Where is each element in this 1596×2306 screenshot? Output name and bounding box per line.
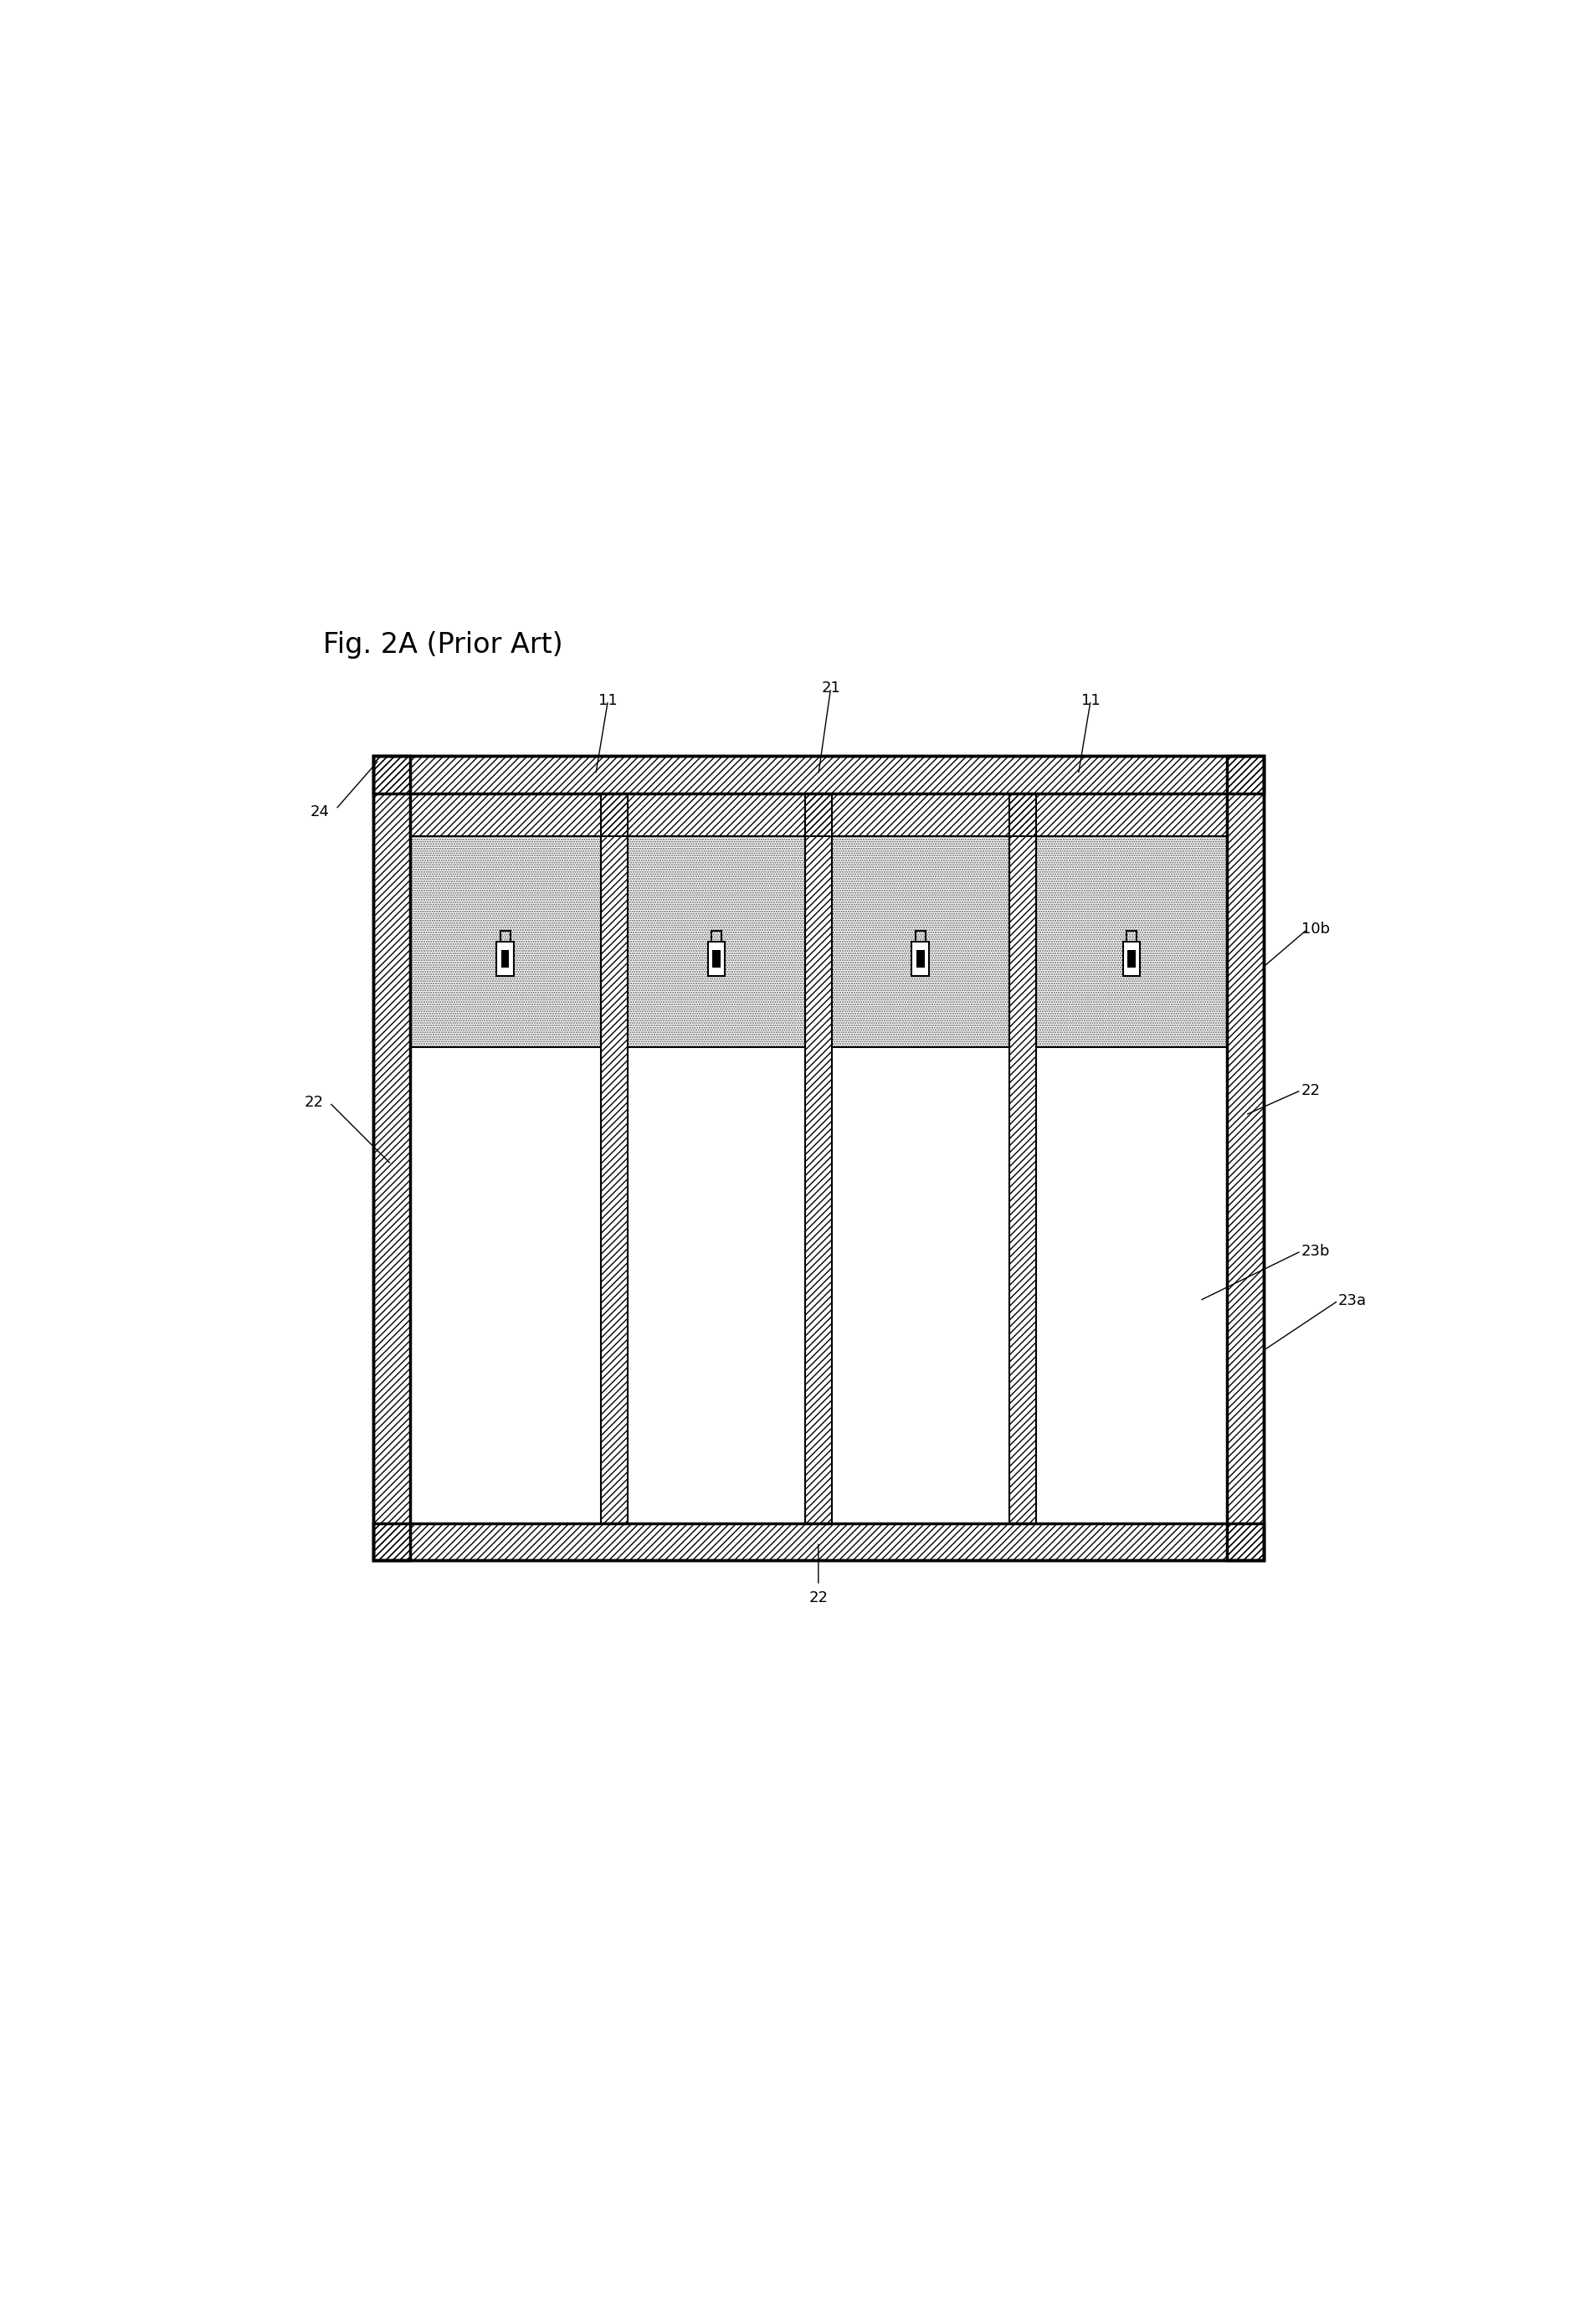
Text: 11: 11 <box>598 692 618 708</box>
Bar <box>832 837 1009 1047</box>
Bar <box>410 837 600 1047</box>
Bar <box>1036 837 1226 1047</box>
Bar <box>627 837 804 1047</box>
Bar <box>496 941 514 975</box>
Bar <box>372 756 1264 793</box>
Bar <box>372 756 1264 793</box>
Bar <box>804 793 832 1524</box>
Bar <box>1036 837 1226 1047</box>
Bar <box>1036 837 1226 1047</box>
Text: Fig. 2A (Prior Art): Fig. 2A (Prior Art) <box>322 632 563 660</box>
Text: 22: 22 <box>303 1095 322 1109</box>
Bar <box>600 793 627 1524</box>
Text: 22: 22 <box>808 1591 828 1605</box>
Bar <box>372 756 1264 1561</box>
Bar <box>832 837 1009 1047</box>
Bar <box>712 950 720 966</box>
Bar <box>410 837 600 1047</box>
Bar <box>372 756 410 1561</box>
Bar <box>372 1524 1264 1561</box>
Bar <box>1122 941 1140 975</box>
Bar <box>1226 756 1264 1561</box>
Bar <box>600 793 627 1524</box>
Text: 11: 11 <box>1080 692 1100 708</box>
Bar <box>804 793 832 1524</box>
Bar <box>372 756 410 1561</box>
Bar <box>916 950 924 966</box>
Bar <box>1226 756 1264 1561</box>
Text: 23a: 23a <box>1337 1294 1366 1308</box>
Bar <box>1009 793 1036 1524</box>
Text: 23b: 23b <box>1301 1243 1329 1259</box>
Bar <box>1009 793 1036 1524</box>
Bar <box>600 793 627 1524</box>
Bar <box>501 950 509 966</box>
Bar <box>410 793 1226 837</box>
Bar <box>1226 756 1264 1561</box>
Text: 24: 24 <box>310 805 329 819</box>
Bar <box>372 1524 1264 1561</box>
Bar <box>410 793 1226 837</box>
Bar <box>1127 950 1135 966</box>
Bar <box>627 837 804 1047</box>
Bar <box>410 837 600 1047</box>
Text: 22: 22 <box>1301 1084 1320 1098</box>
Bar <box>832 837 1009 1047</box>
Bar <box>372 756 1264 793</box>
Bar <box>707 941 725 975</box>
Text: 10b: 10b <box>1301 922 1329 936</box>
Bar <box>372 1524 1264 1561</box>
Bar <box>410 793 1226 837</box>
Bar <box>627 837 804 1047</box>
Bar <box>804 793 832 1524</box>
Text: 21: 21 <box>820 680 839 696</box>
Bar <box>372 756 410 1561</box>
Bar <box>1009 793 1036 1524</box>
Bar <box>911 941 929 975</box>
